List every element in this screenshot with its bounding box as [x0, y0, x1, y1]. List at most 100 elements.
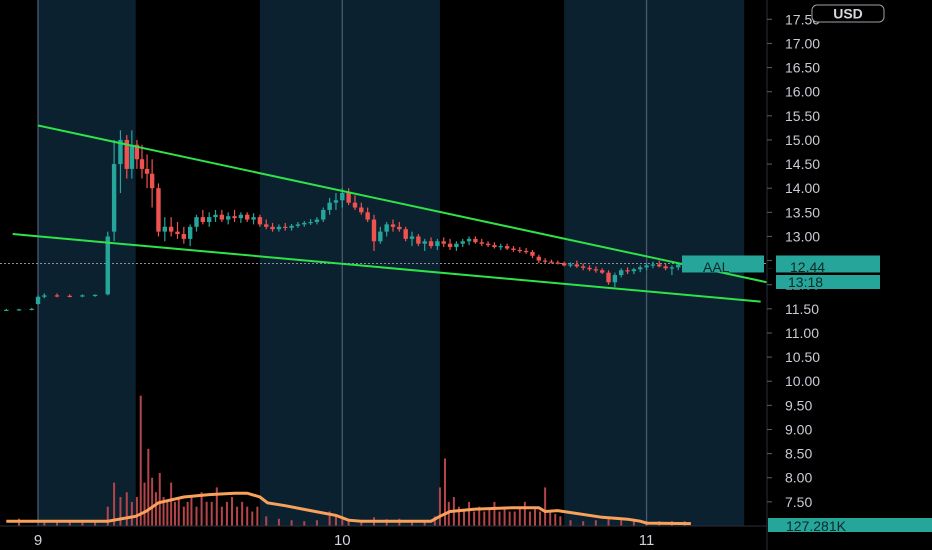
volume-bar: [594, 520, 597, 526]
candle: [409, 231, 415, 247]
volume-bar: [582, 521, 585, 526]
candle: [219, 209, 225, 222]
volume-bar: [182, 506, 185, 526]
price-tick-label: 7.50: [785, 494, 812, 510]
volume-bar: [518, 506, 521, 526]
candle: [321, 207, 326, 222]
time-tick-label: 9: [34, 532, 42, 549]
price-tick-label: 16.00: [785, 84, 820, 100]
volume-bar: [119, 497, 122, 526]
currency-label: USD: [833, 6, 863, 22]
volume-bar: [170, 482, 173, 526]
candle: [302, 221, 307, 227]
volume-moving-average: [6, 491, 691, 526]
candle: [663, 263, 668, 271]
volume-bar: [173, 501, 176, 526]
candle: [80, 294, 85, 298]
candle: [561, 261, 567, 267]
volume-bar: [315, 520, 318, 526]
lower-trendline[interactable]: [12, 233, 761, 303]
candle: [129, 130, 135, 179]
volume-bar: [334, 516, 337, 526]
volume-bar: [106, 506, 109, 526]
candle: [428, 237, 434, 249]
candle: [555, 260, 561, 265]
volume-bar: [533, 509, 536, 526]
candle: [187, 224, 193, 247]
candle: [333, 193, 339, 210]
volume-bar: [347, 518, 350, 526]
candle: [175, 221, 180, 239]
candle: [181, 226, 187, 244]
last-price-badge[interactable]: AAL - 12.44 13:18: [682, 255, 880, 290]
volume-bar: [411, 520, 414, 526]
candle: [156, 183, 161, 237]
volume-bar: [210, 501, 213, 526]
volume-bar: [463, 511, 466, 526]
candle: [67, 294, 72, 298]
candle: [264, 219, 269, 230]
volume-bar: [154, 492, 157, 526]
volume-bar: [162, 497, 165, 526]
volume-bar: [539, 511, 542, 526]
trendlines[interactable]: [12, 124, 768, 303]
candle: [225, 212, 231, 225]
volume-bar: [158, 472, 161, 526]
candle: [118, 130, 123, 194]
volume-bar: [277, 518, 280, 526]
candle: [295, 221, 301, 228]
candle: [314, 217, 320, 225]
symbol-dash: -: [768, 259, 773, 275]
candle: [54, 293, 60, 298]
candle: [270, 222, 275, 232]
price-tick-label: 15.00: [785, 132, 820, 148]
candle: [352, 195, 358, 210]
candle: [485, 241, 491, 248]
candle: [542, 258, 548, 264]
currency-button[interactable]: USD: [811, 4, 885, 23]
candle: [504, 243, 510, 250]
volume-bar: [554, 513, 557, 526]
upper-trendline[interactable]: [37, 124, 768, 284]
candle: [289, 223, 294, 231]
candle: [587, 265, 592, 272]
time-axis[interactable]: 9 10 11: [34, 532, 654, 549]
price-tick-label: 14.50: [785, 156, 820, 172]
volume-bar: [113, 482, 116, 526]
candle: [238, 212, 244, 223]
candle: [365, 207, 370, 222]
volume-bar: [620, 520, 623, 526]
candle: [441, 237, 446, 248]
candle: [574, 260, 580, 268]
volume-bar: [341, 516, 344, 526]
volume-bar: [508, 511, 511, 526]
candle: [168, 217, 174, 237]
volume-bar: [143, 482, 146, 526]
volume-bar: [607, 518, 610, 526]
candle: [124, 135, 129, 179]
candle: [549, 259, 554, 264]
candle: [447, 238, 453, 250]
time-tick-label: 10: [334, 532, 351, 549]
session-band-premarket: [342, 0, 440, 526]
candle: [378, 226, 383, 244]
volume-bar: [488, 509, 491, 526]
volume-bar: [190, 497, 193, 526]
candle: [669, 265, 675, 276]
volume-bar: [433, 516, 436, 526]
candle: [416, 234, 421, 247]
candle: [92, 294, 98, 297]
candle: [16, 308, 22, 311]
volume-bar: [569, 520, 572, 526]
volume-bar: [549, 511, 552, 526]
candle: [403, 226, 408, 242]
candle: [492, 242, 497, 249]
candle: [619, 268, 624, 278]
volume-bar: [166, 501, 169, 526]
candle: [454, 241, 459, 251]
candle: [397, 221, 402, 232]
candle: [530, 249, 535, 259]
volume-bar: [265, 516, 268, 526]
candle: [139, 144, 145, 179]
